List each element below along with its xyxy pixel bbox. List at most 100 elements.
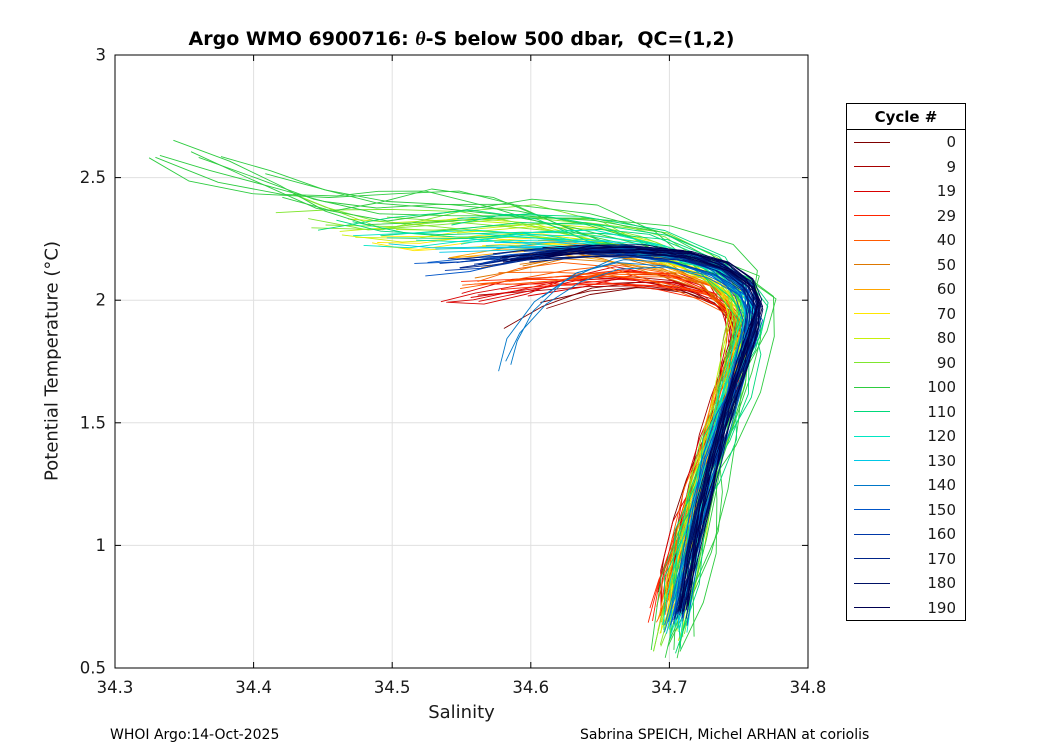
svg-text:34.5: 34.5	[374, 678, 411, 697]
legend-row-cycle-180: 180	[847, 571, 965, 596]
legend-row-cycle-9: 9	[847, 155, 965, 180]
legend-row-cycle-190: 190	[847, 596, 965, 621]
profile-line-cycle-100	[190, 151, 744, 647]
legend-row-cycle-0: 0	[847, 130, 965, 155]
legend-line-sample	[854, 533, 890, 535]
footer-credits: Sabrina SPEICH, Michel ARHAN at coriolis	[580, 727, 870, 743]
legend-row-cycle-140: 140	[847, 473, 965, 498]
legend-cycle-label: 19	[936, 182, 956, 201]
legend-cycle-label: 110	[927, 402, 956, 421]
legend-items: 0 9 19 29 40 50 60 70 80 90 100 110 120 130 140 150 160 1…	[847, 130, 965, 620]
legend-cycle-label: 29	[936, 206, 956, 225]
legend-line-sample	[854, 190, 890, 192]
legend-line-sample	[854, 264, 890, 266]
profile-line-cycle-110	[336, 219, 750, 633]
legend-row-cycle-130: 130	[847, 449, 965, 474]
legend-cycle-label: 40	[936, 231, 956, 250]
profile-line-cycle-170	[459, 246, 750, 612]
legend-line-sample	[854, 484, 890, 486]
legend-line-sample	[854, 435, 890, 437]
legend-line-sample	[854, 166, 890, 168]
legend-cycle-label: 60	[936, 280, 956, 299]
svg-text:34.3: 34.3	[97, 678, 134, 697]
svg-text:1: 1	[96, 536, 107, 555]
plot-box	[114, 54, 809, 669]
profile-line-cycle-50	[480, 252, 741, 612]
profile-line-cycle-180	[492, 247, 764, 612]
svg-text:1.5: 1.5	[80, 413, 106, 432]
svg-text:0.5: 0.5	[80, 659, 106, 678]
svg-text:34.8: 34.8	[790, 678, 827, 697]
legend-row-cycle-60: 60	[847, 277, 965, 302]
grid-lines	[114, 54, 809, 669]
legend-line-sample	[854, 288, 890, 290]
legend-line-sample	[854, 460, 890, 462]
legend-title: Cycle #	[847, 104, 965, 130]
legend-cycle-label: 90	[936, 353, 956, 372]
legend-row-cycle-50: 50	[847, 253, 965, 278]
legend-cycle-label: 9	[946, 157, 956, 176]
legend-cycle-label: 100	[927, 378, 956, 397]
legend: Cycle # 0 9 19 29 40 50 60 70 80 90 100 110 120 130 14…	[846, 103, 966, 621]
legend-row-cycle-40: 40	[847, 228, 965, 253]
legend-row-cycle-110: 110	[847, 400, 965, 425]
legend-line-sample	[854, 215, 890, 217]
legend-row-cycle-150: 150	[847, 498, 965, 523]
legend-row-cycle-19: 19	[847, 179, 965, 204]
footer-source-date: WHOI Argo:14-Oct-2025	[110, 727, 280, 743]
legend-cycle-label: 160	[927, 525, 956, 544]
legend-cycle-label: 150	[927, 500, 956, 519]
legend-line-sample	[854, 558, 890, 560]
profile-line-cycle-150	[414, 253, 755, 618]
legend-row-cycle-29: 29	[847, 204, 965, 229]
legend-cycle-label: 0	[946, 133, 956, 152]
legend-cycle-label: 140	[927, 476, 956, 495]
chart-title: Argo WMO 6900716: θ-S below 500 dbar, QC…	[115, 28, 808, 51]
svg-text:34.4: 34.4	[235, 678, 272, 697]
profile-line-cycle-190	[546, 244, 760, 607]
svg-text:34.7: 34.7	[651, 678, 688, 697]
svg-text:2.5: 2.5	[80, 168, 106, 187]
legend-line-sample	[854, 509, 890, 511]
profile-line-cycle-110	[352, 221, 769, 650]
x-axis-label: Salinity	[428, 702, 495, 723]
profile-line-cycle-190	[501, 250, 764, 605]
legend-row-cycle-70: 70	[847, 302, 965, 327]
theta-symbol: θ	[415, 28, 426, 50]
legend-cycle-label: 120	[927, 427, 956, 446]
legend-line-sample	[854, 607, 890, 609]
profile-line-cycle-190	[502, 249, 755, 612]
legend-cycle-label: 130	[927, 451, 956, 470]
profile-line-cycle-100	[173, 139, 758, 652]
legend-line-sample	[854, 337, 890, 339]
profile-line-cycle-80	[355, 222, 729, 641]
profile-lines	[148, 139, 777, 659]
legend-row-cycle-120: 120	[847, 424, 965, 449]
legend-row-cycle-160: 160	[847, 522, 965, 547]
chart-title-suffix: -S below 500 dbar, QC=(1,2)	[425, 28, 735, 50]
legend-row-cycle-80: 80	[847, 326, 965, 351]
legend-line-sample	[854, 141, 890, 143]
legend-line-sample	[854, 582, 890, 584]
legend-line-sample	[854, 239, 890, 241]
axis-ticks	[114, 54, 809, 669]
legend-line-sample	[854, 386, 890, 388]
legend-line-sample	[854, 411, 890, 413]
legend-cycle-label: 190	[927, 598, 956, 617]
chart-title-prefix: Argo WMO 6900716:	[188, 28, 416, 50]
legend-row-cycle-90: 90	[847, 351, 965, 376]
svg-text:3: 3	[96, 46, 107, 65]
legend-row-cycle-100: 100	[847, 375, 965, 400]
x-tick-labels: 34.3 34.4 34.5 34.6 34.7 34.8	[97, 678, 827, 697]
legend-cycle-label: 170	[927, 549, 956, 568]
legend-cycle-label: 80	[936, 329, 956, 348]
legend-cycle-label: 70	[936, 304, 956, 323]
legend-line-sample	[854, 362, 890, 364]
svg-text:34.6: 34.6	[512, 678, 549, 697]
profile-line-cycle-170	[447, 256, 749, 619]
legend-line-sample	[854, 313, 890, 315]
legend-cycle-label: 50	[936, 255, 956, 274]
y-tick-labels: 0.5 1 1.5 2 2.5 3	[80, 46, 106, 678]
